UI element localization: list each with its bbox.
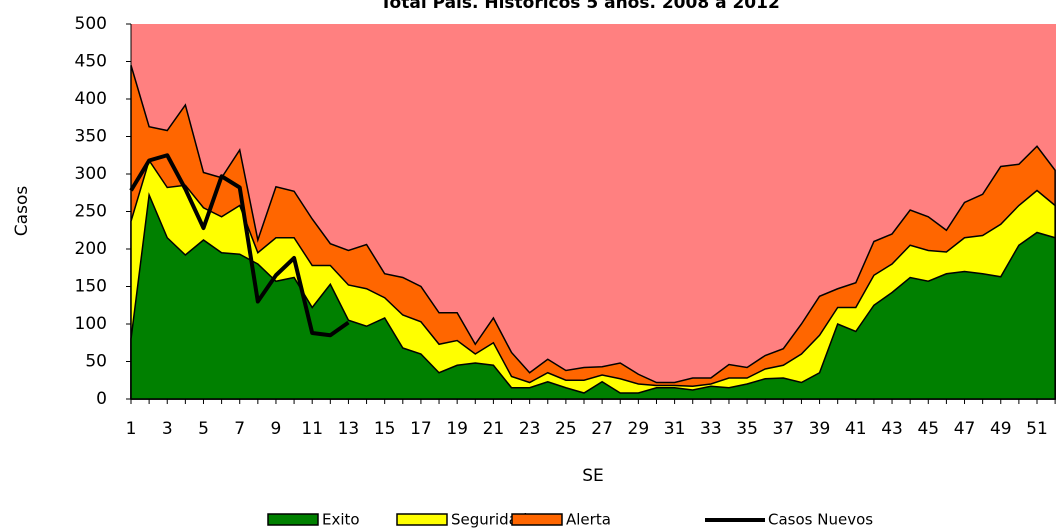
x-tick-label: 33 [700, 419, 722, 439]
x-tick-label: 19 [446, 419, 468, 439]
y-tick-label: 450 [75, 52, 107, 72]
area [130, 192, 1056, 400]
legend-label: Casos Nuevos [768, 511, 873, 529]
chart-title: Total País. Históricos 5 años. 2008 a 20… [380, 0, 780, 13]
line [129, 153, 350, 338]
x-tick-label: 41 [845, 419, 867, 439]
y-tick-label: 100 [75, 314, 107, 334]
x-tick-label: 15 [374, 419, 396, 439]
y-tick-label: 500 [75, 14, 107, 34]
x-tick-label: 25 [555, 419, 577, 439]
x-tick-label: 39 [809, 419, 831, 439]
x-tick-label: 45 [917, 419, 939, 439]
x-tick-label: 17 [410, 419, 432, 439]
y-tick-label: 300 [75, 164, 107, 184]
y-tick-label: 50 [85, 352, 107, 372]
x-tick-label: 49 [990, 419, 1012, 439]
y-tick-label: 150 [75, 277, 107, 297]
y-tick-label: 200 [75, 239, 107, 259]
y-tick-label: 250 [75, 202, 107, 222]
x-tick-label: 1 [126, 419, 137, 439]
x-tick-label: 29 [628, 419, 650, 439]
y-tick-label: 350 [75, 127, 107, 147]
x-tick-label: 27 [591, 419, 613, 439]
x-axis-label: SE [582, 466, 604, 486]
legend-label: Exito [322, 511, 360, 529]
x-tick-label: 23 [519, 419, 541, 439]
x-tick-label: 3 [162, 419, 173, 439]
x-tick-label: 47 [954, 419, 976, 439]
legend-swatch [511, 513, 563, 526]
legend-swatch [267, 513, 319, 526]
legend-label: Alerta [566, 511, 611, 529]
x-tick-label: 9 [271, 419, 282, 439]
x-tick-label: 11 [301, 419, 323, 439]
legend-label: Seguridad [451, 511, 527, 529]
x-tick-label: 51 [1026, 419, 1048, 439]
y-tick-label: 0 [96, 389, 107, 409]
x-tick-label: 13 [338, 419, 360, 439]
x-tick-label: 5 [198, 419, 209, 439]
x-tick-label: 37 [772, 419, 794, 439]
x-tick-label: 31 [664, 419, 686, 439]
x-tick-label: 43 [881, 419, 903, 439]
x-tick-label: 35 [736, 419, 758, 439]
y-axis-label: Casos [12, 186, 32, 237]
y-tick-label: 400 [75, 89, 107, 109]
x-tick-label: 21 [483, 419, 505, 439]
x-tick-label: 7 [234, 419, 245, 439]
legend-swatch [396, 513, 448, 526]
